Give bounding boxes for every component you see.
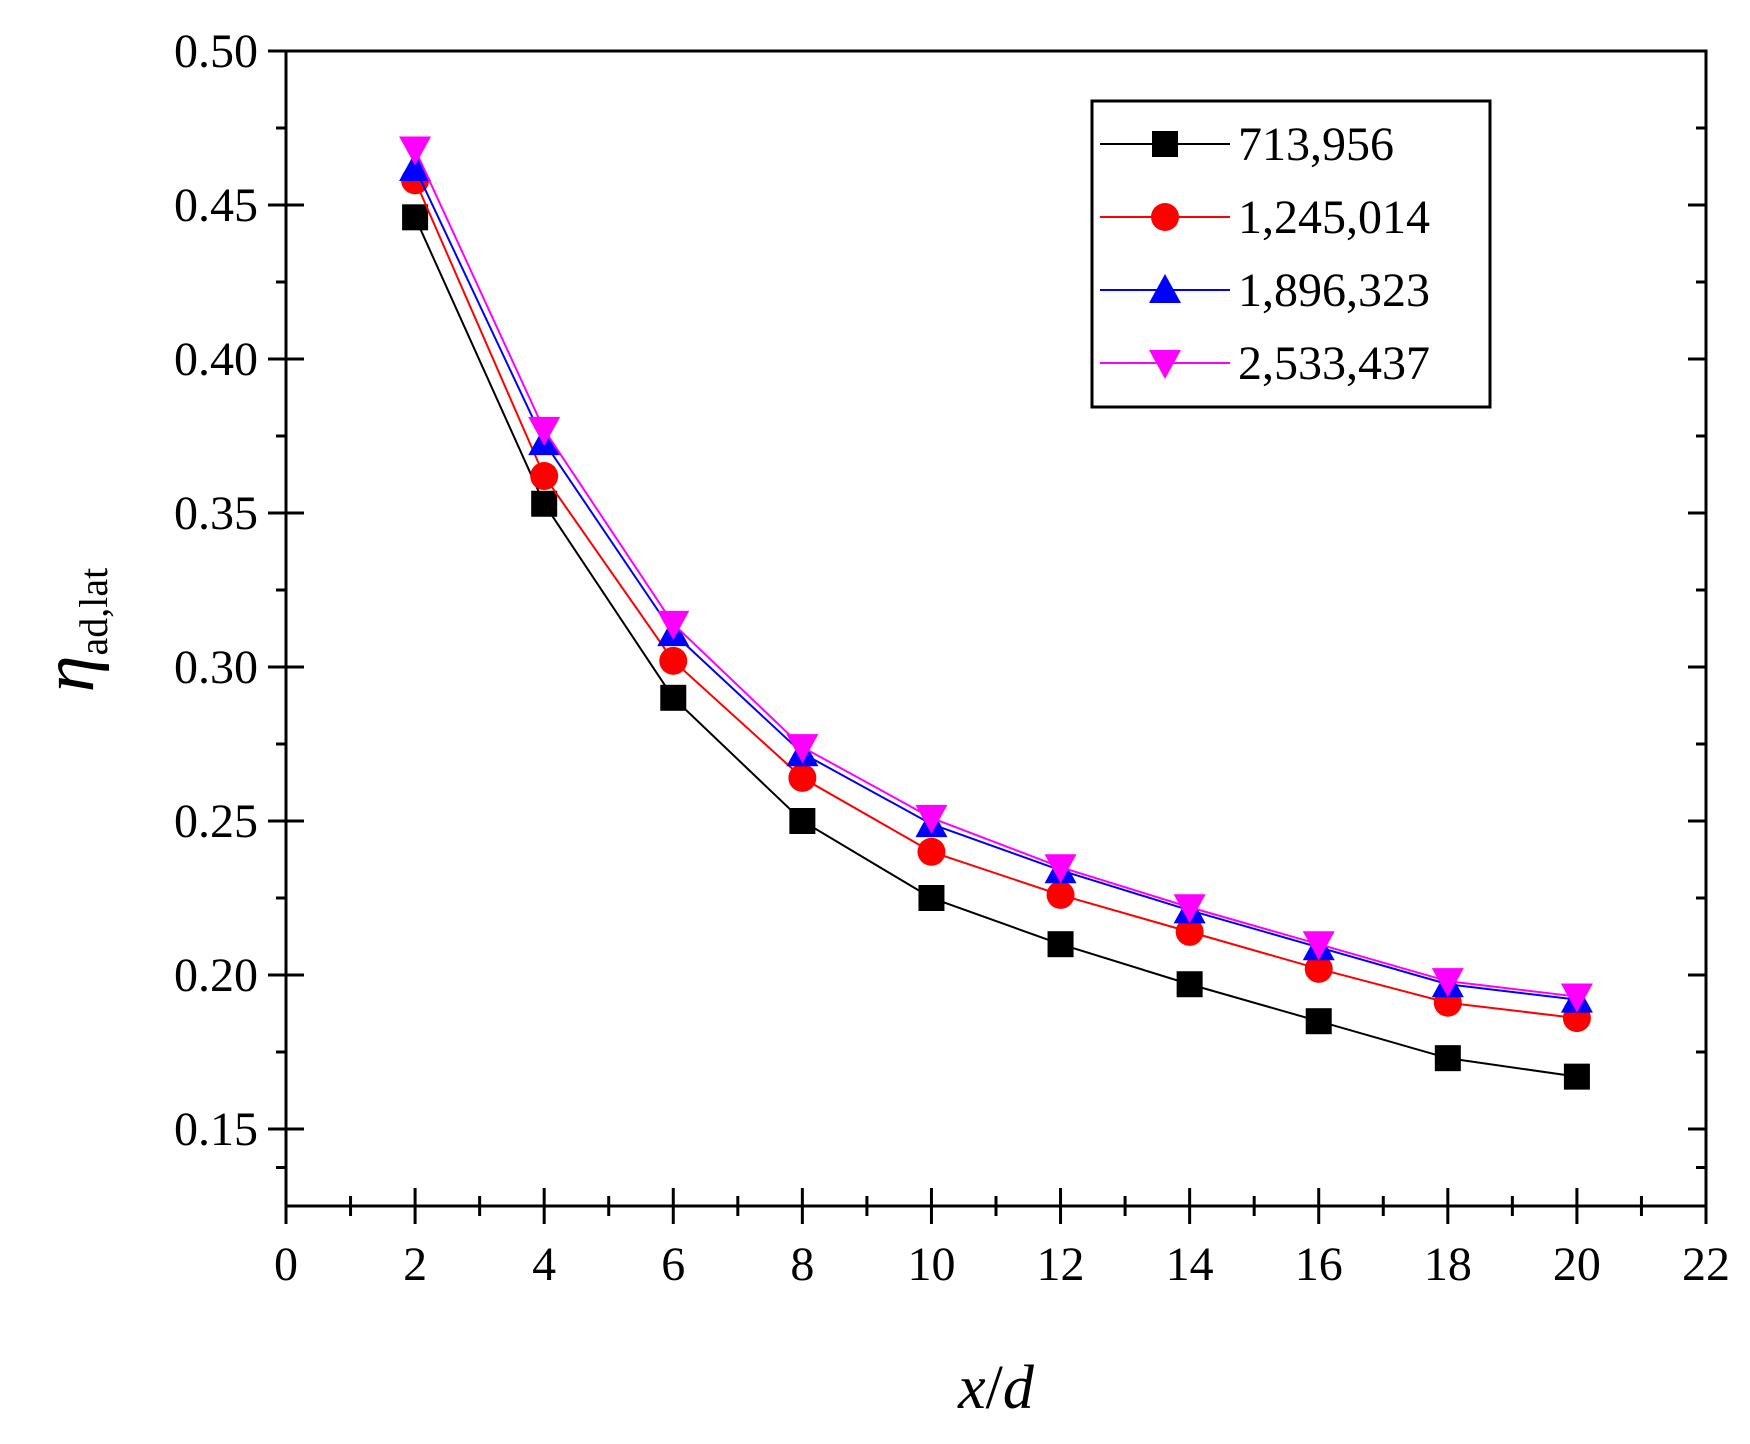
y-axis-title-main: η: [28, 656, 110, 693]
data-point: [531, 490, 558, 517]
y-tick-label: 0.35: [174, 487, 258, 540]
legend-item: 1,245,014: [1100, 191, 1430, 244]
y-tick-label: 0.25: [174, 795, 258, 848]
data-point: [788, 763, 817, 792]
data-point: [786, 734, 819, 764]
x-tick-label: 18: [1424, 1238, 1472, 1291]
legend: 713,956 1,245,014 1,896,323 2,533,437: [1090, 99, 1492, 409]
data-point: [917, 837, 946, 866]
x-tick-label: 0: [274, 1238, 298, 1291]
series-line: [414, 167, 1578, 1001]
data-point: [1176, 971, 1203, 998]
x-tick-label: 12: [1037, 1238, 1085, 1291]
series-line: [414, 149, 1578, 998]
legend-label: 1,896,323: [1238, 264, 1430, 317]
x-tick-label: 20: [1553, 1238, 1601, 1291]
data-point: [1304, 954, 1333, 983]
data-point: [918, 885, 945, 911]
data-point: [530, 462, 559, 491]
x-axis-title-main: x: [957, 1354, 986, 1422]
data-point: [660, 684, 687, 711]
data-point: [1431, 968, 1464, 998]
data-point: [789, 808, 816, 834]
legend-marker: [1151, 203, 1179, 231]
data-point: [1173, 894, 1206, 924]
y-tick-label: 0.30: [174, 641, 258, 694]
legend-item: 2,533,437: [1100, 337, 1430, 390]
series-line: [414, 179, 1578, 1020]
x-tick-label: 16: [1295, 1238, 1343, 1291]
y-tick-label: 0.15: [174, 1103, 258, 1156]
y-tick-label: 0.45: [174, 179, 258, 232]
legend-marker: [1152, 131, 1178, 157]
x-tick-label: 22: [1682, 1238, 1730, 1291]
y-tick-label: 0.20: [174, 949, 258, 1002]
legend-label: 2,533,437: [1238, 337, 1430, 390]
x-tick-label: 10: [907, 1238, 955, 1291]
data-point: [1560, 983, 1593, 1013]
data-point: [528, 416, 561, 446]
y-axis-title: ηad,lat: [28, 568, 116, 692]
x-tick-label: 8: [790, 1238, 814, 1291]
x-tick-label: 6: [661, 1238, 685, 1291]
data-point: [1175, 917, 1204, 946]
legend-item: 1,896,323: [1100, 264, 1430, 317]
x-tick-label: 4: [532, 1238, 556, 1291]
data-point: [399, 136, 432, 166]
data-point: [1302, 931, 1335, 961]
legend-item: 713,956: [1100, 118, 1394, 171]
legend-marker: [1149, 274, 1181, 303]
legend-label: 713,956: [1238, 118, 1394, 171]
y-tick-label: 0.40: [174, 333, 258, 386]
data-point: [1563, 1063, 1590, 1090]
series-4: [399, 136, 1593, 1013]
series-line: [414, 216, 1578, 1078]
series-1: [402, 204, 1590, 1090]
ticks-layer: 0 2 4 6 8 10 12 14 16 18 20 22 0.15 0.20 0.25 0.30 0.35 0…: [174, 25, 1730, 1291]
data-point: [1046, 880, 1075, 909]
data-point: [659, 646, 688, 675]
data-point: [657, 610, 690, 640]
data-point: [1305, 1008, 1332, 1035]
data-point: [915, 804, 948, 834]
x-tick-label: 2: [403, 1238, 427, 1291]
data-point: [1434, 1045, 1461, 1072]
x-axis-title-sub: d: [1003, 1354, 1035, 1422]
legend-label: 1,245,014: [1238, 191, 1430, 244]
x-tick-label: 14: [1166, 1238, 1214, 1291]
y-tick-label: 0.50: [174, 25, 258, 78]
data-point: [399, 152, 432, 182]
x-axis-title: x/d: [957, 1354, 1035, 1422]
x-axis-title-slash: /: [986, 1354, 1004, 1422]
legend-marker: [1149, 350, 1181, 379]
series-layer: [399, 136, 1593, 1090]
data-point: [1044, 854, 1077, 884]
data-point: [402, 204, 429, 231]
y-axis-title-sub: ad,lat: [71, 568, 116, 656]
data-point: [1047, 931, 1074, 958]
